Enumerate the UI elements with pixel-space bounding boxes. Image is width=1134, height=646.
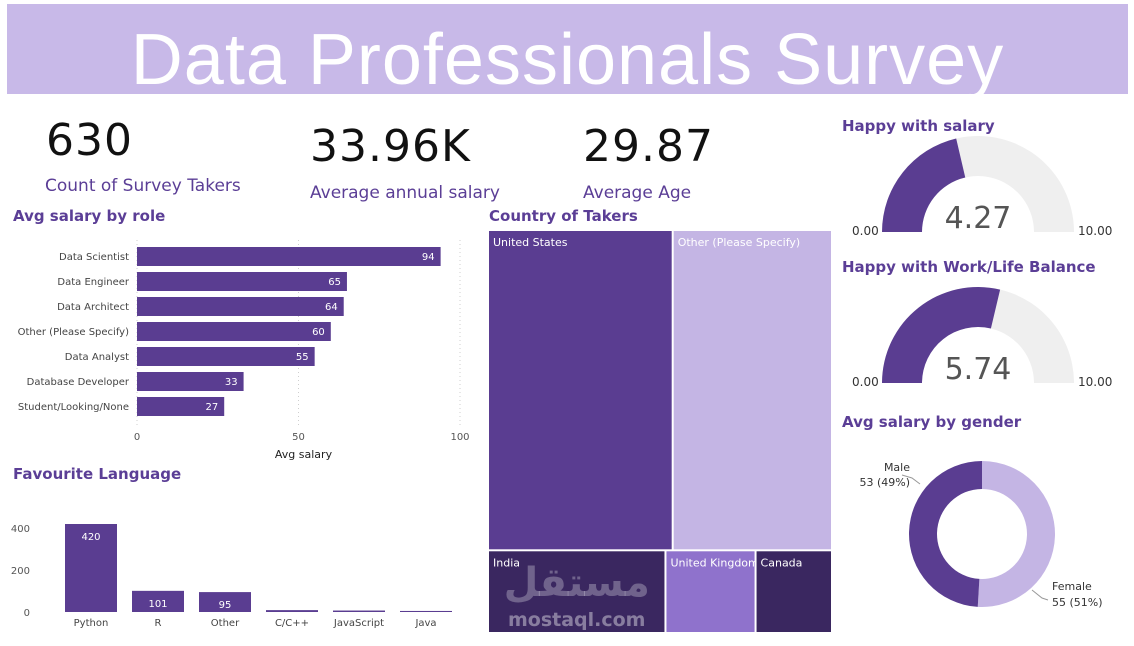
x-tick-label: 0 [134, 432, 140, 443]
y-tick-label: 200 [11, 566, 30, 577]
country-label: Other (Please Specify) [678, 236, 801, 249]
role-label: Data Engineer [57, 277, 129, 288]
gauge-value-label: 4.27 [945, 201, 1012, 236]
male-value-label: 53 (49%) [859, 476, 910, 489]
role-label: Student/Looking/None [18, 402, 129, 413]
female-leader-line [1031, 589, 1049, 601]
country-treemap: United States Other (Please Specify) India… [489, 231, 831, 632]
language-label: R [155, 618, 162, 629]
language-label: Python [74, 618, 109, 629]
role-label: Data Analyst [65, 352, 129, 363]
role-label: Other (Please Specify) [18, 327, 129, 338]
country-chart-title: Country of Takers [489, 207, 638, 225]
gauge-min-label: 0.00 [852, 375, 879, 389]
role-value-label: 64 [325, 302, 338, 313]
kpi-avg-salary-value: 33.96K [310, 121, 471, 172]
language-label: C/C++ [275, 618, 309, 629]
role-label: Data Architect [57, 302, 129, 313]
language-chart-title: Favourite Language [13, 465, 182, 483]
kpi-avg-age-value: 29.87 [583, 121, 714, 172]
language-label: Java [414, 618, 436, 629]
role-bar [137, 397, 225, 416]
language-bar [65, 524, 117, 612]
female-category-label: Female [1052, 580, 1092, 593]
language-bar [199, 592, 251, 612]
kpi-survey-count-label: Count of Survey Takers [45, 176, 241, 196]
female-value-label: 55 (51%) [1052, 596, 1103, 609]
country-label: India [493, 556, 520, 569]
gauge-max-label: 10.00 [1078, 375, 1112, 389]
country-tile [756, 551, 831, 632]
gauge-fill [882, 286, 1001, 383]
happy-salary-gauge: 4.27 0.00 10.00 [852, 136, 1112, 238]
watermark-logo: مستقل [504, 560, 650, 606]
role-value-label: 27 [205, 402, 218, 413]
country-label: Canada [761, 556, 803, 569]
gauge-max-label: 10.00 [1078, 224, 1112, 238]
gauge-salary-title: Happy with salary [842, 117, 995, 135]
male-leader-line [901, 474, 921, 485]
kpi-avg-age-label: Average Age [583, 183, 692, 203]
role-value-label: 33 [225, 377, 238, 388]
y-tick-label: 0 [24, 608, 30, 619]
role-label: Data Scientist [59, 252, 129, 263]
happy-balance-gauge: 5.74 0.00 10.00 [852, 286, 1112, 389]
role-value-label: 55 [296, 352, 309, 363]
country-label: United States [493, 236, 568, 249]
country-tile [489, 231, 672, 550]
role-bar [137, 297, 344, 316]
kpi-survey-count-value: 630 [46, 115, 133, 166]
x-axis-title: Avg salary [275, 448, 333, 461]
role-label: Database Developer [27, 377, 130, 388]
country-tile [666, 551, 755, 632]
language-bar [400, 610, 452, 612]
language-chart: 0 200 400 420 Python 101 R 95 Other C/C++ JavaScri… [11, 524, 452, 629]
x-tick-label: 50 [292, 432, 305, 443]
page-title: Data Professionals Survey [130, 20, 1005, 94]
role-value-label: 94 [422, 252, 435, 263]
country-tile [489, 551, 665, 632]
x-tick-label: 100 [450, 432, 469, 443]
role-bar [137, 247, 441, 266]
gender-donut-chart: Male 53 (49%) Female 55 (51%) [859, 461, 1103, 609]
language-bar [132, 590, 184, 612]
male-category-label: Male [884, 461, 910, 474]
role-chart-title: Avg salary by role [13, 207, 166, 225]
role-value-label: 65 [328, 277, 341, 288]
role-bar [137, 347, 315, 366]
language-value-label: 95 [219, 600, 232, 611]
country-tile [673, 231, 831, 550]
language-bar [266, 610, 318, 612]
language-label: JavaScript [333, 618, 384, 629]
title-banner: Data Professionals Survey [7, 4, 1128, 94]
y-tick-label: 400 [11, 524, 30, 535]
gauge-value-label: 5.74 [945, 352, 1012, 387]
role-salary-chart: 0 50 100 Data Scientist 94 Data Engineer 65 Dat… [18, 240, 470, 461]
watermark-site: mostaql.com [508, 609, 646, 631]
language-bar [333, 610, 385, 612]
donut-slice-female [977, 461, 1056, 607]
role-bar [137, 322, 331, 341]
kpi-avg-salary-label: Average annual salary [310, 183, 500, 203]
donut-slice-male [909, 461, 982, 607]
role-bar [137, 372, 244, 391]
country-label: United Kingdom [670, 556, 758, 569]
language-value-label: 101 [148, 599, 167, 610]
language-label: Other [211, 618, 240, 629]
gender-chart-title: Avg salary by gender [842, 413, 1022, 431]
role-value-label: 60 [312, 327, 325, 338]
language-value-label: 420 [81, 532, 100, 543]
gauge-balance-title: Happy with Work/Life Balance [842, 258, 1096, 276]
role-bar [137, 272, 347, 291]
gauge-min-label: 0.00 [852, 224, 879, 238]
gauge-fill [882, 138, 966, 232]
